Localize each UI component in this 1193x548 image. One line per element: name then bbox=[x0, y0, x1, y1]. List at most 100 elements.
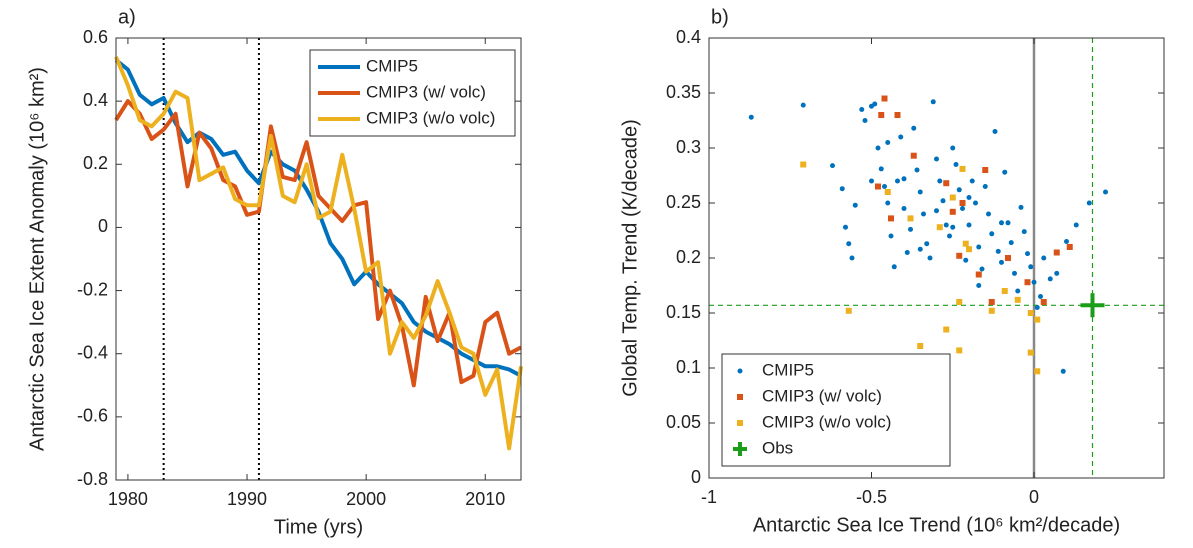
point bbox=[1021, 229, 1027, 235]
point bbox=[862, 118, 868, 123]
point bbox=[881, 95, 888, 102]
panel-title: b) bbox=[711, 6, 729, 28]
point bbox=[953, 162, 959, 167]
point bbox=[934, 208, 939, 214]
point bbox=[982, 167, 989, 173]
legend-label: Obs bbox=[762, 438, 793, 457]
point bbox=[988, 307, 995, 314]
y-tick-label: -0.2 bbox=[77, 279, 108, 299]
point bbox=[888, 215, 894, 222]
point bbox=[1028, 264, 1034, 270]
point bbox=[875, 145, 881, 151]
point bbox=[956, 347, 963, 354]
point bbox=[917, 189, 923, 195]
point bbox=[1038, 294, 1043, 299]
point bbox=[1005, 255, 1011, 261]
panel-title: a) bbox=[118, 6, 136, 28]
point bbox=[1031, 279, 1037, 285]
point bbox=[888, 233, 894, 239]
series-line bbox=[114, 99, 522, 388]
point bbox=[914, 167, 920, 173]
point bbox=[986, 211, 991, 217]
y-tick-label: 0.1 bbox=[676, 357, 701, 377]
x-tick-label: 1980 bbox=[108, 489, 148, 509]
point bbox=[1015, 288, 1021, 294]
point bbox=[937, 178, 943, 184]
y-tick-label: 0.4 bbox=[676, 27, 701, 47]
point bbox=[934, 156, 939, 162]
point bbox=[911, 125, 917, 131]
point bbox=[800, 161, 807, 168]
point bbox=[962, 240, 969, 247]
point bbox=[966, 222, 972, 228]
point bbox=[921, 211, 926, 217]
y-axis-label: Global Temp. Trend (K/decade) bbox=[619, 119, 641, 397]
point bbox=[800, 102, 806, 108]
point bbox=[1053, 249, 1060, 256]
point bbox=[949, 208, 956, 215]
point bbox=[1034, 368, 1041, 375]
point bbox=[1012, 270, 1017, 276]
point bbox=[1080, 293, 1105, 318]
x-axis-label: Time (yrs) bbox=[274, 516, 363, 538]
y-tick-label: 0.2 bbox=[676, 247, 701, 267]
point bbox=[969, 178, 975, 184]
point bbox=[963, 257, 969, 263]
point bbox=[988, 299, 995, 305]
point bbox=[999, 220, 1004, 226]
point bbox=[1060, 368, 1066, 374]
y-tick-label: 0.25 bbox=[666, 192, 701, 212]
point bbox=[1008, 240, 1014, 246]
point bbox=[949, 194, 956, 201]
point bbox=[910, 152, 917, 159]
point bbox=[884, 189, 891, 195]
series-line bbox=[114, 56, 523, 451]
x-tick-label: 2000 bbox=[346, 489, 386, 509]
point bbox=[882, 184, 887, 189]
point bbox=[927, 255, 933, 261]
point bbox=[907, 215, 914, 222]
point bbox=[872, 101, 878, 107]
legend-swatch bbox=[737, 394, 743, 400]
point bbox=[1034, 316, 1041, 323]
y-tick-label: 0.2 bbox=[83, 153, 108, 173]
y-tick-label: -0.4 bbox=[77, 342, 108, 362]
point bbox=[966, 246, 972, 253]
legend-label: CMIP3 (w/ volc) bbox=[762, 386, 882, 405]
point bbox=[1066, 244, 1073, 250]
point bbox=[901, 176, 907, 182]
y-tick-label: -0.8 bbox=[77, 469, 108, 489]
point bbox=[917, 343, 924, 349]
plot-frame bbox=[115, 37, 522, 481]
x-tick-label: 1990 bbox=[227, 489, 267, 509]
legend-label: CMIP3 (w/ volc) bbox=[366, 82, 486, 101]
point bbox=[852, 202, 858, 208]
point bbox=[1027, 349, 1034, 356]
point bbox=[917, 246, 923, 252]
y-tick-label: -0.6 bbox=[77, 406, 108, 426]
legend-swatch bbox=[737, 368, 743, 374]
point bbox=[1018, 204, 1024, 210]
point bbox=[875, 183, 881, 190]
point bbox=[1014, 296, 1021, 303]
point bbox=[846, 241, 852, 247]
point bbox=[999, 259, 1004, 265]
point bbox=[891, 264, 897, 270]
y-tick-label: 0.4 bbox=[83, 90, 108, 110]
point bbox=[898, 134, 904, 140]
point bbox=[1034, 305, 1040, 310]
point bbox=[956, 187, 962, 193]
point bbox=[839, 186, 845, 192]
point bbox=[895, 178, 900, 184]
point bbox=[1054, 270, 1060, 276]
y-tick-label: 0 bbox=[98, 216, 108, 236]
point bbox=[982, 184, 988, 189]
point bbox=[748, 114, 754, 120]
legend-label: CMIP3 (w/o volc) bbox=[762, 412, 891, 431]
y-axis-label: Antarctic Sea Ice Extent Anomaly (10⁶ km… bbox=[26, 67, 48, 451]
point bbox=[976, 244, 982, 250]
point bbox=[878, 166, 884, 172]
point bbox=[924, 241, 930, 247]
point bbox=[979, 266, 985, 272]
